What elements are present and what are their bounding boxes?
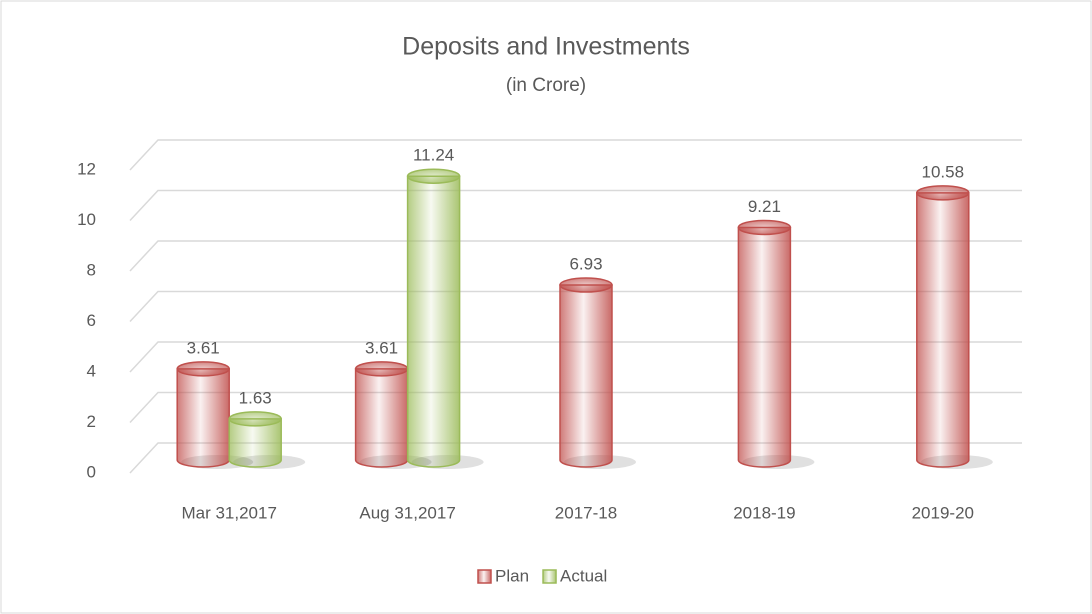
legend-swatch [542,569,557,584]
bar [916,192,970,468]
legend-swatch [477,569,492,584]
y-tick-label: 8 [87,260,96,279]
y-tick-label: 4 [87,361,96,380]
data-label: 11.24 [413,146,454,165]
bar-top [737,219,792,236]
bar-top [406,168,461,184]
x-tick-label: Mar 31,2017 [181,503,276,522]
data-label: 9.21 [748,197,781,216]
legend-label: Actual [560,566,607,585]
x-tick-label: Aug 31,2017 [359,503,455,522]
y-tick-label: 10 [77,210,96,229]
data-label: 1.63 [239,388,272,407]
bar [737,226,792,468]
y-tick-label: 0 [87,462,96,481]
data-label: 6.93 [569,255,602,274]
grid-line [129,290,1022,323]
legend-label: Plan [495,566,529,585]
y-tick-label: 12 [77,159,96,178]
y-tick-label: 6 [87,311,96,330]
grid-line [129,341,1022,373]
data-label: 10.58 [922,162,965,181]
bar-top [559,277,613,293]
x-tick-label: 2018-19 [733,503,795,522]
x-tick-label: 2017-18 [555,503,617,522]
grid-line [129,139,1022,171]
chart-title: Deposits and Investments [402,33,690,61]
bar-top [916,185,970,201]
bar [406,175,461,468]
bar-top [176,361,230,377]
x-tick-label: 2019-20 [912,503,974,522]
bar [176,368,230,468]
grid-line [129,189,1022,222]
bar [354,368,409,468]
y-tick-label: 2 [87,412,96,431]
bar-top [228,411,282,427]
bar [228,418,282,468]
data-label: 3.61 [187,338,220,357]
bar [559,284,613,468]
grid-line [129,442,1022,474]
data-label: 3.61 [365,338,398,357]
bar-top [354,361,409,377]
chart-subtitle: (in Crore) [506,75,586,96]
grid-line [129,240,1022,272]
grid-line [129,391,1022,424]
